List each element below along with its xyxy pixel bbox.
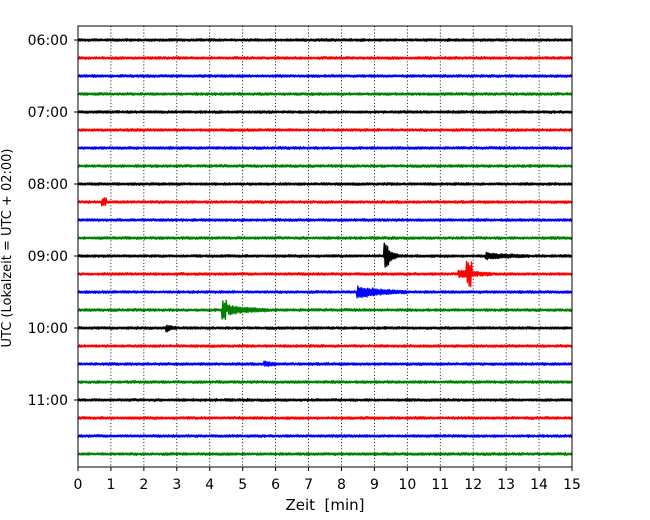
seismic-trace-07:15 xyxy=(77,127,573,132)
seismic-trace-10:00 xyxy=(77,324,573,333)
trace-group xyxy=(77,37,573,457)
seismic-trace-06:45 xyxy=(77,92,573,97)
x-tick-label: 12 xyxy=(464,477,482,493)
x-tick-label: 8 xyxy=(337,477,346,493)
x-tick-label: 2 xyxy=(139,477,148,493)
x-axis-label: Zeit [min] xyxy=(285,496,364,514)
seismic-trace-07:00 xyxy=(77,109,573,114)
y-tick-label: 09:00 xyxy=(28,249,68,265)
seismic-trace-10:30 xyxy=(77,360,573,367)
x-tick-label: 6 xyxy=(271,477,280,493)
x-tick-label: 14 xyxy=(530,477,548,493)
seismic-trace-08:30 xyxy=(77,217,573,223)
x-tick-label: 10 xyxy=(398,477,416,493)
x-tick-label: 3 xyxy=(172,477,181,493)
seismic-trace-11:00 xyxy=(77,397,573,403)
seismic-trace-08:45 xyxy=(77,235,573,241)
seismic-trace-08:00 xyxy=(77,181,573,186)
y-tick-label: 08:00 xyxy=(28,177,68,193)
y-tick-label: 10:00 xyxy=(28,321,68,337)
x-tick-label: 7 xyxy=(304,477,313,493)
seismic-trace-11:30 xyxy=(77,434,573,438)
seismic-trace-07:45 xyxy=(77,163,573,168)
seismic-trace-07:30 xyxy=(77,145,573,151)
x-tick-label: 0 xyxy=(74,477,83,493)
x-tick-label: 1 xyxy=(106,477,115,493)
y-tick-label: 11:00 xyxy=(28,393,68,409)
x-tick-label: 13 xyxy=(497,477,515,493)
seismic-trace-10:45 xyxy=(77,379,573,384)
seismic-trace-09:00 xyxy=(77,242,573,268)
seismic-trace-09:45 xyxy=(77,299,573,321)
seismic-trace-11:45 xyxy=(77,452,573,457)
x-axis: 0 1 2 3 4 5 6 7 8 9 10 11 12 13 14 15 xyxy=(74,467,581,493)
plot-frame xyxy=(77,25,573,468)
seismic-trace-09:30 xyxy=(77,285,573,299)
seismic-trace-11:15 xyxy=(77,416,573,421)
y-tick-label: 07:00 xyxy=(28,105,68,121)
y-axis: 06:00 07:00 08:00 09:00 10:00 11:00 xyxy=(28,33,78,409)
seismic-trace-09:15 xyxy=(77,260,573,288)
x-tick-label: 9 xyxy=(370,477,379,493)
seismic-trace-08:15 xyxy=(77,197,573,207)
x-tick-label: 5 xyxy=(238,477,247,493)
x-tick-label: 11 xyxy=(431,477,449,493)
x-tick-label: 15 xyxy=(563,477,581,493)
seismic-trace-10:15 xyxy=(77,343,573,348)
y-axis-label: UTC (Lokalzeit = UTC + 02:00) xyxy=(0,149,15,348)
seismic-trace-06:30 xyxy=(77,74,573,78)
y-tick-label: 06:00 xyxy=(28,33,68,49)
x-tick-label: 4 xyxy=(205,477,214,493)
seismic-trace-06:00 xyxy=(77,37,573,42)
seismic-trace-06:15 xyxy=(77,55,573,60)
